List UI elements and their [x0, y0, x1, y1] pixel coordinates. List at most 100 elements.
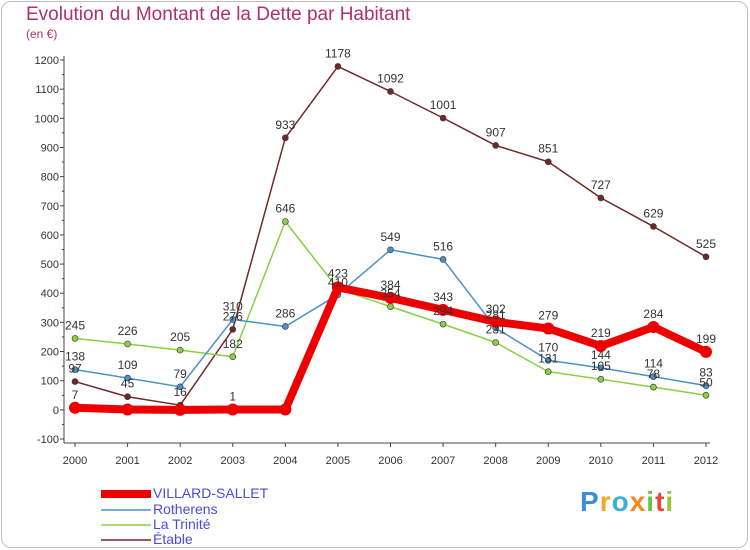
data-label: 310: [223, 299, 243, 313]
data-point-villard-sallet: [594, 339, 607, 352]
data-point-villard-sallet: [700, 345, 712, 358]
data-label: 294: [433, 304, 453, 318]
data-label: 79: [173, 367, 187, 381]
x-tick-label: 2002: [168, 455, 192, 467]
data-point--table: [597, 194, 605, 202]
data-point-la-trinit-: [124, 340, 131, 348]
x-tick-label: 2011: [642, 455, 666, 467]
y-tick-label: 400: [41, 288, 59, 300]
data-point--table: [492, 142, 499, 149]
data-point--table: [387, 88, 394, 95]
data-point-la-trinit-: [439, 320, 447, 328]
data-point--table: [439, 114, 447, 122]
data-label: 83: [699, 366, 713, 380]
data-point-villard-sallet: [226, 403, 239, 416]
data-label: 727: [591, 178, 611, 192]
data-label: 16: [173, 385, 187, 399]
data-point--table: [282, 134, 289, 142]
x-tick-label: 2008: [483, 455, 507, 467]
x-tick-label: 2000: [63, 455, 87, 467]
data-point-rotherens: [544, 356, 552, 364]
data-label: 279: [538, 309, 558, 323]
legend-label: VILLARD-SALLET: [153, 485, 269, 501]
data-label: 646: [275, 202, 295, 216]
x-tick-label: 2009: [536, 455, 560, 467]
x-tick-label: 2006: [378, 455, 402, 467]
data-point-villard-sallet: [279, 403, 292, 416]
data-point-villard-sallet: [437, 303, 450, 316]
data-label: 851: [538, 142, 558, 156]
legend-swatch-rotherens: [101, 509, 151, 511]
chart-title: Evolution du Montant de la Dette par Hab…: [26, 4, 411, 25]
data-point--table: [334, 63, 342, 70]
data-point-la-trinit-: [702, 391, 710, 399]
data-label: 78: [647, 367, 661, 381]
data-point--table: [650, 223, 657, 230]
data-point-la-trinit-: [597, 375, 605, 383]
brand-logo: Proxiti: [580, 486, 674, 518]
data-label: 276: [223, 309, 243, 323]
data-label: 1092: [377, 71, 404, 85]
y-tick-label: 1000: [35, 113, 59, 125]
data-point-rotherens: [71, 366, 79, 373]
data-label: 354: [380, 287, 400, 301]
data-point-villard-sallet: [121, 403, 134, 416]
data-point-la-trinit-: [176, 346, 184, 354]
chart-unit-label: (en €): [26, 27, 58, 41]
data-label: 105: [591, 359, 611, 373]
data-point-rotherens: [282, 323, 289, 330]
data-label: 1001: [430, 98, 457, 112]
y-tick-label: 600: [41, 230, 59, 242]
data-point-rotherens: [387, 246, 394, 254]
data-label: 286: [275, 306, 295, 320]
y-tick-label: 1100: [35, 84, 59, 96]
data-point-la-trinit-: [71, 335, 79, 342]
y-tick-label: 300: [41, 317, 59, 329]
y-tick-label: 800: [41, 172, 59, 184]
data-point-villard-sallet: [69, 401, 81, 414]
data-label: 182: [223, 337, 243, 351]
data-label: 109: [118, 358, 138, 372]
data-point--table: [544, 158, 552, 166]
data-label: 205: [170, 330, 190, 344]
data-point-villard-sallet: [489, 315, 502, 328]
data-label: 245: [65, 318, 85, 332]
data-label: 549: [380, 230, 400, 244]
y-tick-label: 900: [41, 142, 59, 154]
data-label: 1178: [325, 46, 351, 60]
data-point-villard-sallet: [647, 321, 660, 334]
data-point-la-trinit-: [650, 383, 657, 391]
x-tick-label: 2007: [431, 455, 455, 467]
legend-label: Rotherens: [153, 501, 218, 517]
y-tick-label: 100: [41, 376, 59, 388]
data-label: 423: [328, 267, 348, 281]
data-point-rotherens: [176, 383, 184, 391]
data-point-villard-sallet: [331, 281, 344, 294]
data-point-rotherens: [229, 316, 237, 323]
series-line-rotherens: [74, 249, 707, 388]
data-label: 131: [538, 352, 558, 366]
data-point-la-trinit-: [229, 353, 237, 361]
legend-label: Étable: [153, 531, 193, 547]
brand-letter: x: [629, 486, 647, 517]
data-label: 343: [433, 290, 453, 304]
data-label: 45: [121, 377, 135, 391]
data-label: 525: [696, 237, 716, 251]
data-label: 284: [643, 307, 663, 321]
legend-swatch-villard-sallet: [101, 490, 151, 498]
brand-letter: P: [580, 486, 600, 517]
data-label: 281: [486, 308, 506, 322]
y-tick-label: 700: [41, 201, 59, 213]
legend-swatch-la-trinite: [101, 524, 151, 526]
data-point--table: [71, 378, 79, 385]
brand-letter: t: [655, 486, 666, 517]
y-tick-label: 500: [41, 259, 59, 271]
data-label: 226: [118, 324, 138, 338]
x-tick-label: 2012: [694, 455, 718, 467]
data-label: 516: [433, 239, 453, 253]
data-label: 907: [486, 125, 506, 139]
legend-label: La Trinité: [153, 516, 211, 532]
data-point-rotherens: [439, 256, 447, 263]
